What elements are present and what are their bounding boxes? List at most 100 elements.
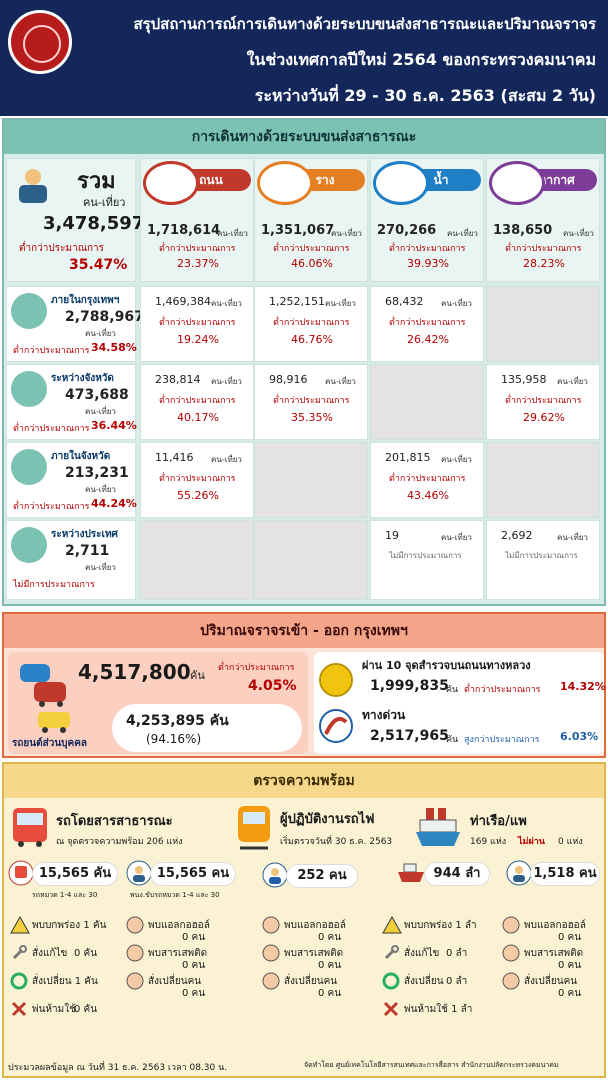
check-item: พ่นห้ามใช้ 1 ลำ: [382, 998, 492, 1024]
cell-note: ต่ำกว่าประมาณการ: [389, 318, 466, 328]
row-note: ต่ำกว่าประมาณการ: [13, 424, 90, 434]
warning-icon: [10, 915, 30, 938]
row-value: 2,788,967: [65, 309, 144, 325]
check-label: พบสารเสพติด: [284, 948, 344, 959]
row-pct: 34.58%: [91, 341, 137, 354]
bus-vehicles-note: รถหมวด 1-4 และ 30: [32, 891, 98, 899]
warning-icon: [382, 915, 402, 938]
total-value: 3,478,597: [43, 213, 145, 234]
person-check-icon: [262, 972, 280, 994]
row-water-cell: 19 คน-เที่ยว ไม่มีการประมาณการ: [370, 520, 484, 600]
check-item: พบแอลกอฮอล์ 0 คน: [262, 914, 372, 943]
row-road-cell: [140, 520, 254, 600]
bus-sub: ณ จุดตรวจความพร้อม 206 แห่ง: [56, 837, 183, 847]
cell-unit: คน-เที่ยว: [441, 299, 472, 308]
cell-pct: 46.76%: [291, 333, 333, 346]
check-item: พบบกพร่อง 1 ลำ: [382, 914, 492, 940]
footer-right: จัดทำโดย ศูนย์เทคโนโลยีสารสนเทศและการสื่…: [304, 1061, 559, 1069]
cell-note: ต่ำกว่าประมาณการ: [273, 318, 350, 328]
private-label: รถยนต์ส่วนบุคคล: [12, 738, 88, 749]
cell-value: 238,814: [155, 373, 201, 386]
cell-note: ต่ำกว่าประมาณการ: [159, 474, 236, 484]
mode-pct: 39.93%: [407, 257, 449, 270]
cell-pct: 26.42%: [407, 333, 449, 346]
mode-note: ต่ำกว่าประมาณการ: [505, 244, 582, 254]
mode-unit: คน-เที่ยว: [217, 229, 248, 238]
row-water-cell: [370, 364, 484, 440]
mode-pct: 46.06%: [291, 257, 333, 270]
check-value: 0 คัน: [74, 1004, 98, 1015]
row-label-card: ภายในกรุงเทพฯ 2,788,967 คน-เที่ยว ต่ำกว่…: [6, 286, 144, 362]
bus-drivers-value: 15,565 คน: [150, 862, 236, 886]
row-value: 473,688: [65, 387, 129, 403]
mode-card: ถนน 1,718,614 คน-เที่ยว ต่ำกว่าประมาณการ…: [140, 158, 254, 282]
cell-unit: คน-เที่ยว: [557, 533, 588, 542]
row-air-cell: [486, 286, 600, 362]
total-note: ต่ำกว่าประมาณการ: [19, 243, 105, 254]
check-value: 0 คน: [558, 960, 582, 971]
row-air-cell: 2,692 คน-เที่ยว ไม่มีการประมาณการ: [486, 520, 600, 600]
row-value: 2,711: [65, 543, 110, 559]
replace-icon: [10, 972, 28, 994]
boats-card: 944 ลำ: [396, 860, 496, 888]
check-item: สั่งเปลี่ยนคน 0 คน: [262, 970, 372, 999]
check-label: พบสารเสพติด: [524, 948, 584, 959]
cell-value: 2,692: [501, 529, 533, 542]
rail-staff-icon: [262, 862, 288, 888]
bus-vehicles-value: 15,565 คัน: [32, 862, 118, 886]
mode-icon: [143, 161, 199, 205]
check-item: พบสารเสพติด 0 คน: [502, 942, 608, 971]
cell-pct: 19.24%: [177, 333, 219, 346]
region-icon: [11, 449, 47, 485]
private-pct: (94.16%): [146, 732, 202, 746]
cell-unit: คน-เที่ยว: [557, 377, 588, 386]
readiness-section: ตรวจความพร้อม รถโดยสารสาธารณะ ณ จุดตรวจค…: [2, 762, 606, 1078]
person-check-icon: [126, 972, 144, 994]
cell-note: ต่ำกว่าประมาณการ: [389, 474, 466, 484]
boat-small-icon: [398, 863, 424, 882]
boat-sub-a: 169 แห่ง: [470, 837, 507, 847]
traffic-total-value: 4,517,800: [78, 660, 191, 684]
cell-value: 1,469,384: [155, 295, 211, 308]
boat-title: ท่าเรือ/แพ: [470, 814, 527, 829]
cell-note: ต่ำกว่าประมาณการ: [273, 396, 350, 406]
row-rail-cell: 98,916 คน-เที่ยว ต่ำกว่าประมาณการ 35.35%: [254, 364, 368, 440]
check-item: พบแอลกอฮอล์ 0 คน: [502, 914, 608, 943]
bus-vehicles-card: 15,565 คัน รถหมวด 1-4 และ 30: [8, 860, 120, 899]
cell-unit: คน-เที่ยว: [441, 455, 472, 464]
bus-small-icon: [8, 860, 34, 886]
public-transport-title: การเดินทางด้วยระบบขนส่งสาธารณะ: [4, 120, 604, 154]
row-label: ระหว่างจังหวัด: [51, 373, 114, 384]
check-label: สั่งแก้ไข: [32, 948, 68, 959]
crew-value: 1,518 คน: [530, 862, 600, 886]
row-water-cell: 201,815 คน-เที่ยว ต่ำกว่าประมาณการ 43.46…: [370, 442, 484, 518]
cell-pct: 35.35%: [291, 411, 333, 424]
boats-value: 944 ลำ: [424, 862, 490, 886]
cell-value: 19: [385, 529, 399, 542]
check-value: 0 คน: [558, 988, 582, 999]
expressway-icon: [319, 709, 353, 743]
cell-value: 68,432: [385, 295, 424, 308]
rail-staff-value: 252 คน: [286, 864, 358, 888]
cell-unit: คน-เที่ยว: [211, 455, 242, 464]
row-pct: 44.24%: [91, 497, 137, 510]
crew-icon: [506, 860, 532, 886]
mode-note: ต่ำกว่าประมาณการ: [273, 244, 350, 254]
readiness-title: ตรวจความพร้อม: [4, 764, 604, 798]
row-unit: คน-เที่ยว: [85, 485, 116, 494]
private-value: 4,253,895 คัน: [126, 713, 229, 729]
check-label: สั่งเปลี่ยนคน: [284, 976, 338, 987]
check-label: พ่นห้ามใช้: [32, 1004, 76, 1015]
row-water-cell: 68,432 คน-เที่ยว ต่ำกว่าประมาณการ 26.42%: [370, 286, 484, 362]
check-item: สั่งแก้ไข 0 คัน: [10, 942, 120, 968]
expressway-unit: คัน: [446, 735, 459, 745]
cell-value: 201,815: [385, 451, 431, 464]
check-label: สั่งเปลี่ยน 1 คัน: [32, 976, 98, 987]
row-rail-cell: [254, 442, 368, 518]
cell-note: ต่ำกว่าประมาณการ: [159, 318, 236, 328]
mode-unit: คน-เที่ยว: [563, 229, 594, 238]
check-item: พบสารเสพติด 0 คน: [262, 942, 372, 971]
row-label: ภายในกรุงเทพฯ: [51, 295, 120, 306]
cell-value: 1,252,151: [269, 295, 325, 308]
mode-icon: [373, 161, 429, 205]
